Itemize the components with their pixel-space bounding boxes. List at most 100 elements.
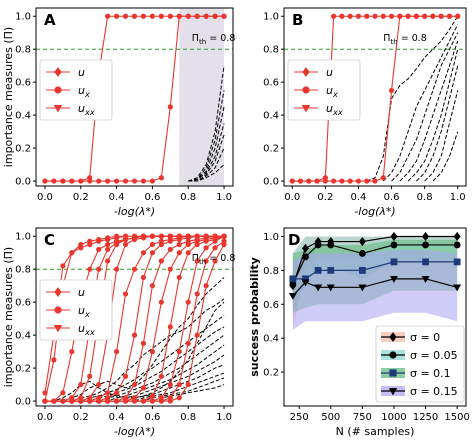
term-point-7 (131, 332, 138, 338)
term-point-1 (69, 250, 75, 256)
term-point-0 (167, 13, 173, 19)
term-point-1 (203, 13, 209, 19)
term-point-13 (158, 398, 164, 404)
x-tick-label: 0.0 (37, 192, 53, 203)
term-point-1 (122, 178, 129, 184)
threshold-label-sub: th (199, 257, 206, 266)
point-sigma-2 (422, 258, 429, 266)
term-point-1 (78, 178, 84, 184)
point-sigma-2 (327, 266, 335, 274)
legend-marker (302, 86, 310, 94)
noise-series-6 (407, 49, 459, 182)
legend-label-base: u (326, 84, 333, 97)
point-sigma-3 (288, 293, 297, 300)
term-point-13 (87, 398, 93, 404)
term-point-11 (221, 233, 227, 239)
threshold-label-rest: = 0.8 (206, 253, 235, 264)
term-point-0 (364, 13, 370, 19)
term-point-1 (96, 238, 102, 244)
legend-label-base: u (78, 102, 85, 115)
term-point-0 (158, 13, 164, 19)
term-point-1 (105, 178, 111, 184)
term-point-7 (113, 390, 120, 396)
term-point-1 (87, 178, 93, 184)
panel-label: C (44, 231, 55, 249)
term-point-1 (372, 178, 378, 184)
x-tick-label: 0.4 (109, 192, 125, 203)
term-point-11 (185, 299, 191, 305)
term-point-1 (339, 178, 345, 184)
threshold-label: Πth = 0.8 (192, 33, 236, 46)
term-point-1 (297, 178, 304, 184)
term-point-13 (78, 398, 84, 404)
point-sigma-3 (301, 279, 310, 287)
term-point-10 (203, 238, 209, 244)
legend-label-sub: xx (84, 327, 95, 337)
point-sigma-3 (326, 284, 335, 292)
point-sigma-0 (453, 231, 461, 242)
term-point-7 (167, 238, 173, 244)
term-point-3 (96, 266, 102, 272)
legend-marker (302, 67, 310, 77)
y-tick-label: 0.4 (15, 331, 31, 342)
term-point-13 (167, 398, 173, 404)
noise-series-5 (399, 40, 459, 182)
x-tick-label: 0.4 (351, 192, 367, 203)
threshold-label-sub: th (199, 37, 206, 46)
noise-series-5 (188, 123, 225, 182)
y-tick-label: 0.8 (15, 45, 31, 56)
term-point-13 (212, 258, 218, 264)
term-point-12 (185, 340, 191, 346)
term-point-0 (51, 357, 57, 363)
term-point-13 (105, 398, 111, 404)
legend-label-sub: xx (332, 107, 343, 117)
term-point-0 (113, 13, 120, 19)
legend-marker (54, 287, 62, 297)
term-point-4 (113, 241, 120, 248)
term-point-1 (347, 178, 353, 184)
legend-label: σ = 0 (410, 331, 440, 344)
panel-label: B (292, 11, 303, 29)
term-point-13 (185, 381, 191, 388)
legend-marker (389, 369, 397, 377)
x-tick-label: 0.6 (144, 412, 160, 423)
y-tick-label: 1.0 (15, 232, 31, 243)
threshold-label-rest: = 0.8 (206, 33, 235, 44)
legend-label: uxx (326, 102, 343, 117)
term-point-6 (149, 241, 156, 248)
legend-label-base: u (78, 322, 85, 335)
term-point-1 (69, 178, 75, 184)
x-axis-label: -log(λ*) (354, 205, 395, 218)
noise-series-23 (44, 372, 225, 402)
panel-label: D (288, 231, 300, 249)
term-point-1 (438, 13, 444, 19)
x-tick-label: 1250 (413, 412, 438, 423)
term-point-0 (347, 13, 353, 19)
term-point-1 (289, 178, 295, 184)
term-point-1 (140, 178, 147, 184)
term-point-4 (105, 258, 111, 264)
point-sigma-3 (453, 284, 462, 292)
legend-label: u (78, 286, 85, 299)
term-point-1 (158, 175, 164, 181)
y-tick-label: 0.0 (15, 397, 31, 408)
term-point-10 (185, 250, 191, 256)
term-point-2 (105, 241, 111, 248)
term-point-0 (140, 13, 147, 19)
term-point-7 (158, 241, 164, 248)
x-tick-label: 0.8 (180, 412, 196, 423)
term-point-1 (380, 175, 386, 181)
axes-frame (35, 7, 234, 187)
term-point-1 (413, 13, 419, 19)
x-tick-label: 0.4 (109, 412, 125, 423)
y-tick-label: 1.0 (263, 12, 279, 23)
term-point-0 (131, 13, 138, 19)
term-point-1 (185, 13, 191, 19)
term-point-7 (122, 373, 129, 379)
noise-series-6 (188, 134, 225, 182)
point-sigma-1 (327, 241, 335, 249)
threshold-label-base: Π (192, 253, 199, 264)
point-sigma-1 (314, 241, 322, 249)
threshold-label-base: Π (383, 33, 390, 44)
term-point-9 (167, 266, 173, 272)
